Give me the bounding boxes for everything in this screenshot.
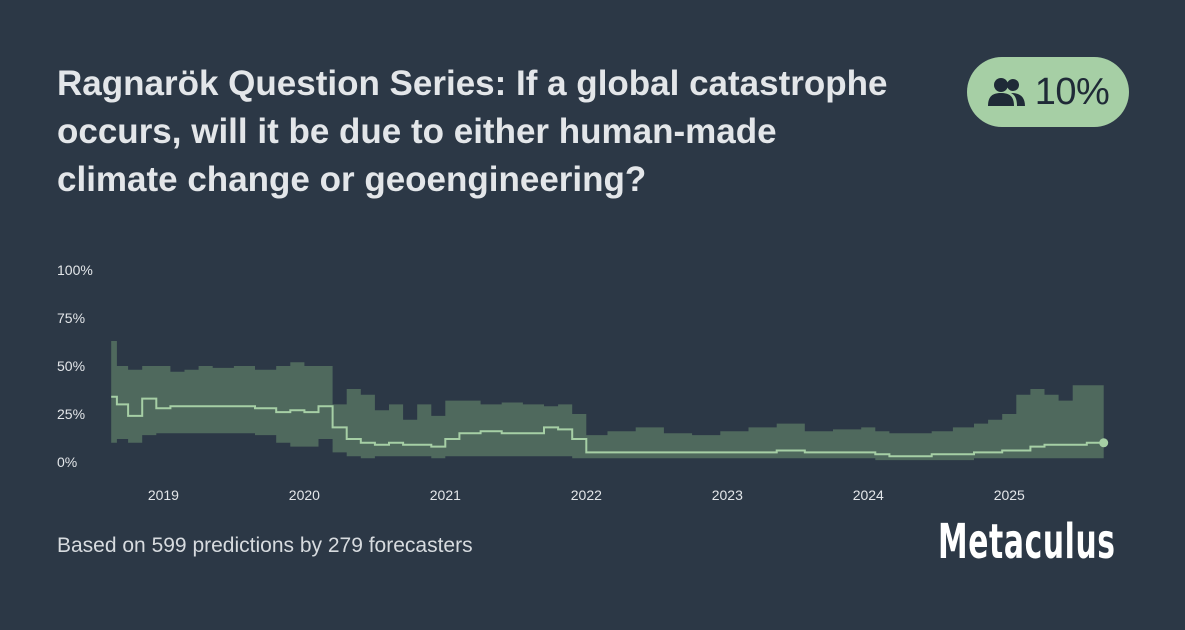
- x-axis-ticks: 2019 2020 2021 2022 2023 2024 2025: [148, 487, 1025, 503]
- metaculus-logo: Metaculus: [938, 514, 1116, 570]
- forecast-count-text: Based on 599 predictions by 279 forecast…: [57, 534, 473, 557]
- interquartile-band: [111, 341, 1104, 461]
- users-icon: [987, 78, 1025, 106]
- x-tick-label: 2024: [853, 487, 884, 503]
- x-tick-label: 2019: [148, 487, 179, 503]
- y-tick-label: 75%: [57, 310, 85, 326]
- median-line: [111, 395, 1104, 458]
- y-axis-ticks: 0% 25% 50% 75% 100%: [57, 262, 93, 470]
- median-line-group: [111, 395, 1109, 458]
- community-prediction-value: 10%: [1034, 70, 1110, 113]
- page-title: Ragnarök Question Series: If a global ca…: [57, 64, 888, 199]
- forecast-chart: 0% 25% 50% 75% 100% 2019 2020 2021 2022 2023 2024…: [57, 262, 1109, 503]
- x-tick-label: 2022: [571, 487, 602, 503]
- y-tick-label: 50%: [57, 358, 85, 374]
- x-tick-label: 2023: [712, 487, 743, 503]
- x-tick-label: 2021: [430, 487, 461, 503]
- community-prediction-badge: 10%: [967, 57, 1129, 127]
- y-tick-label: 0%: [57, 454, 77, 470]
- y-tick-label: 100%: [57, 262, 93, 278]
- x-tick-label: 2025: [994, 487, 1025, 503]
- x-tick-label: 2020: [289, 487, 320, 503]
- interquartile-band-group: [111, 341, 1104, 461]
- y-tick-label: 25%: [57, 406, 85, 422]
- latest-prediction-dot: [1099, 438, 1109, 448]
